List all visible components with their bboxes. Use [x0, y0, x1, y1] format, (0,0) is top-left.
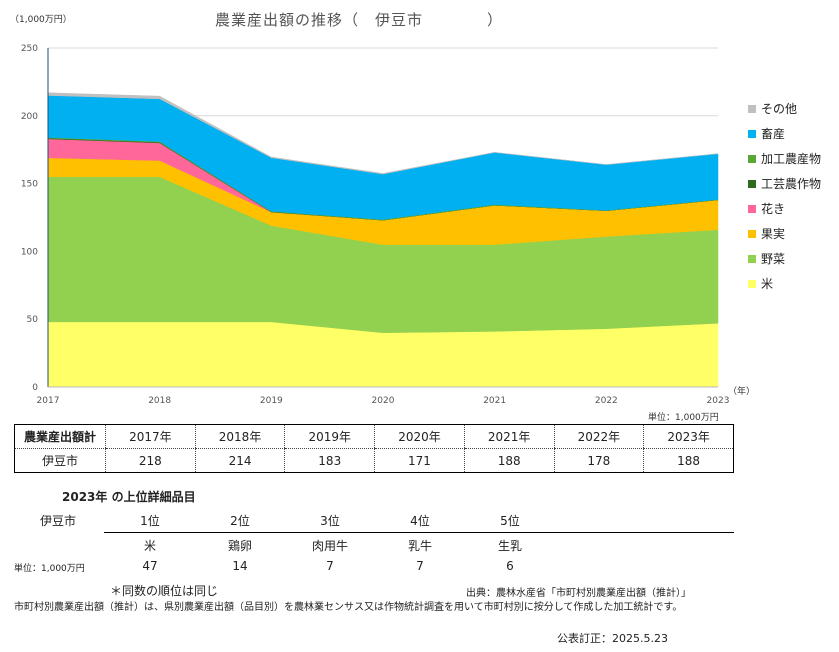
total-value: 171	[374, 448, 465, 473]
area-その他	[47, 92, 719, 175]
total-value: 183	[284, 448, 375, 473]
legend-label: 米	[761, 277, 774, 291]
y-tick-label: 50	[27, 315, 39, 325]
legend-swatch	[748, 154, 756, 163]
x-tick-label: 2021	[483, 396, 506, 406]
x-tick-label: 2017	[37, 396, 60, 406]
legend-label: 野菜	[761, 252, 786, 266]
legend-label: 果実	[761, 227, 786, 241]
y-tick-label: 200	[21, 112, 38, 122]
x-axis-unit: （年）	[728, 387, 756, 397]
year-header: 2023年	[643, 424, 734, 449]
legend-item: 畜産	[748, 121, 821, 146]
legend-swatch	[748, 204, 756, 213]
chart-title: 農業産出額の推移（ 伊豆市 ）	[215, 11, 504, 29]
year-header: 2018年	[194, 424, 285, 449]
x-tick-label: 2020	[372, 396, 395, 406]
legend-item: 果実	[748, 221, 821, 246]
rank-label: 3位	[320, 514, 340, 528]
legend-label: 工芸農作物	[761, 177, 822, 191]
item-value: 7	[416, 559, 424, 573]
item-name: 生乳	[497, 539, 522, 553]
y-tick-label: 100	[21, 247, 38, 257]
top-city: 伊豆市	[40, 514, 77, 528]
x-tick-label: 2018	[148, 396, 171, 406]
description: 市町村別農業産出額（推計）は、県別農業産出額（品目別）を農林業センサス又は作物統…	[14, 602, 683, 613]
legend-item: 野菜	[748, 246, 821, 271]
legend-label: 畜産	[761, 127, 786, 141]
total-value: 188	[463, 448, 555, 473]
legend-item: 米	[748, 271, 821, 296]
x-tick-label: 2022	[595, 396, 618, 406]
y-tick-label: 150	[21, 180, 38, 190]
total-value: 188	[643, 448, 734, 473]
legend-label: 花き	[761, 202, 786, 216]
totals-table: 農業産出額計 2017年 2018年 2019年 2020年 2021年 2022年 202…	[14, 424, 734, 473]
same-rank-note: ＊同数の順位は同じ	[110, 584, 219, 598]
legend-item: 花き	[748, 196, 821, 221]
legend-swatch	[748, 279, 756, 288]
legend-label: その他	[761, 102, 798, 116]
year-header: 2021年	[463, 424, 555, 449]
legend-item: 加工農産物	[748, 146, 821, 171]
item-value: 14	[232, 559, 248, 573]
source: 出典：農林水産省「市町村別農業産出額（推計）」	[466, 588, 691, 599]
top-items-title: 2023年 の上位詳細品目	[62, 490, 196, 504]
legend-swatch	[748, 179, 756, 188]
item-name: 乳牛	[407, 539, 432, 553]
rank-label: 1位	[140, 514, 160, 528]
divider	[104, 532, 734, 533]
legend-item: 工芸農作物	[748, 171, 821, 196]
row-label: 伊豆市	[41, 454, 78, 468]
item-value: 6	[506, 559, 514, 573]
rank-label: 2位	[230, 514, 250, 528]
y-tick-label: 250	[21, 44, 38, 54]
item-name: 肉用牛	[311, 539, 348, 553]
year-header: 2020年	[374, 424, 465, 449]
y-tick-label: 0	[32, 383, 38, 393]
legend: その他畜産加工農産物工芸農作物花き果実野菜米	[748, 96, 821, 296]
year-header: 2017年	[105, 424, 196, 449]
item-name: 鶏卵	[227, 539, 252, 553]
item-value: 47	[142, 559, 158, 573]
legend-swatch	[748, 229, 756, 238]
legend-swatch	[748, 104, 756, 113]
legend-item: その他	[748, 96, 821, 121]
legend-swatch	[748, 129, 756, 138]
total-value: 218	[105, 448, 196, 473]
legend-swatch	[748, 254, 756, 263]
rank-label: 5位	[500, 514, 520, 528]
rank-label: 4位	[410, 514, 430, 528]
x-tick-label: 2019	[260, 396, 283, 406]
totals-header: 農業産出額計	[14, 424, 106, 449]
unit-label: 単位：1,000万円	[648, 413, 719, 423]
year-header: 2022年	[553, 424, 644, 449]
total-value: 214	[194, 448, 285, 473]
year-header: 2019年	[284, 424, 375, 449]
item-value: 7	[326, 559, 334, 573]
total-value: 178	[553, 448, 644, 473]
revised-date: 公表訂正：2025.5.23	[557, 632, 668, 645]
item-name: 米	[143, 539, 156, 553]
x-tick-label: 2023	[707, 396, 730, 406]
legend-label: 加工農産物	[761, 152, 822, 166]
area-chart: 0 50 100 150 200 250 2017 2018 2019 2020 2021 2022 2…	[21, 44, 730, 406]
top-unit: 単位：1,000万円	[14, 564, 85, 574]
y-axis-unit: （1,000万円）	[10, 15, 72, 25]
